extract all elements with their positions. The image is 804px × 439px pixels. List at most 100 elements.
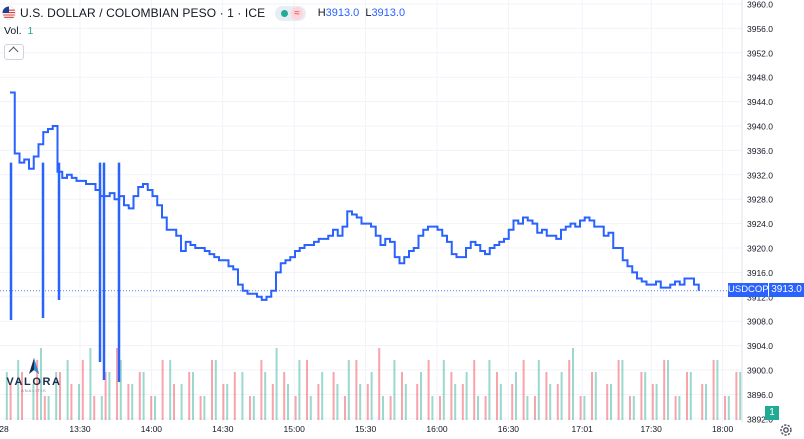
price-tick-label: 3952.0 bbox=[747, 48, 773, 58]
volume-bar-up bbox=[131, 384, 134, 420]
price-tick-label: 3924.0 bbox=[747, 219, 773, 229]
volume-legend: Vol. 1 bbox=[4, 25, 33, 37]
volume-bar-down bbox=[161, 360, 164, 420]
volume-bar-down bbox=[127, 384, 130, 420]
volume-bar-down bbox=[59, 372, 61, 420]
volume-bar-down bbox=[724, 396, 726, 420]
volume-bar-up bbox=[66, 360, 69, 420]
volume-bar-up bbox=[370, 372, 373, 420]
volume-bar-down bbox=[389, 396, 392, 420]
volume-bar-up bbox=[632, 396, 635, 420]
volume-bar-down bbox=[43, 396, 46, 420]
low-value: 3913.0 bbox=[371, 7, 406, 19]
price-tick-label: 3928.0 bbox=[747, 195, 773, 205]
high-value: 3913.0 bbox=[325, 7, 360, 19]
price-tick-label: 3916.0 bbox=[747, 268, 773, 278]
price-series bbox=[9, 91, 700, 382]
volume-bar-down bbox=[21, 372, 23, 420]
time-tick-label: 16:30 bbox=[498, 424, 520, 434]
volume-bar-down bbox=[332, 372, 335, 420]
volume-bar-up bbox=[739, 372, 742, 420]
volume-bar-down bbox=[150, 396, 153, 420]
volume-bar-up bbox=[431, 396, 434, 420]
low-label: L bbox=[365, 7, 372, 19]
volume-bar-down bbox=[712, 360, 715, 420]
volume-bar-down bbox=[199, 396, 202, 420]
volume-bar-down bbox=[104, 372, 107, 420]
volume-bar-up bbox=[477, 396, 479, 420]
volume-bar-down bbox=[173, 384, 175, 420]
volume-bar-up bbox=[226, 384, 229, 420]
high-label: H bbox=[317, 7, 326, 19]
volume-bar-down bbox=[249, 396, 251, 420]
volume-bar-up bbox=[321, 372, 324, 420]
volume-bar-up bbox=[526, 396, 529, 420]
volume-bar-up bbox=[264, 372, 267, 420]
symbol-price-label: USDCOP bbox=[728, 283, 769, 297]
volume-bar-down bbox=[116, 348, 118, 420]
time-tick-label: 16:00 bbox=[426, 424, 448, 434]
last-price-badge: 3913.0 bbox=[769, 283, 804, 297]
volume-bar-down bbox=[138, 372, 141, 420]
volume-bar-up bbox=[108, 372, 111, 420]
volume-bar-up bbox=[621, 360, 624, 420]
volume-bar-down bbox=[663, 360, 666, 420]
volume-bar-down bbox=[674, 396, 677, 420]
collapse-legend-button[interactable] bbox=[4, 44, 24, 60]
price-tick-label: 3912.0 bbox=[747, 292, 773, 302]
symbol-title[interactable]: U.S. DOLLAR / COLOMBIAN PESO · 1 · ICE bbox=[20, 6, 266, 20]
price-tick-label: 3956.0 bbox=[747, 24, 773, 34]
volume-bars bbox=[5, 348, 742, 420]
volume-bar-down bbox=[617, 360, 620, 420]
time-tick-label: 15:00 bbox=[284, 424, 306, 434]
volume-bar-up bbox=[78, 384, 80, 420]
price-axis[interactable]: 3960.0 3956.0 3952.0 3948.0 3944.0 3940.0 3936… bbox=[747, 0, 773, 424]
volume-bar-up bbox=[404, 384, 407, 420]
ohlc-values: H3913.0 L3913.0 bbox=[318, 7, 405, 19]
volume-bar-down bbox=[427, 360, 430, 420]
volume-bar-down bbox=[651, 384, 654, 420]
volume-bar-up bbox=[32, 384, 35, 420]
volume-bar-down bbox=[81, 360, 84, 420]
gear-icon[interactable] bbox=[778, 422, 794, 438]
time-tick-label: 14:00 bbox=[141, 424, 163, 434]
status-pill[interactable]: ≈ bbox=[275, 5, 306, 21]
volume-bar-down bbox=[317, 384, 320, 420]
time-tick-label: 18:00 bbox=[712, 424, 734, 434]
volume-bar-up bbox=[298, 360, 301, 420]
volume-bar-up bbox=[716, 360, 719, 420]
volume-bar-up bbox=[309, 396, 312, 420]
volume-bar-down bbox=[271, 384, 274, 420]
volume-bar-down bbox=[416, 384, 419, 420]
volume-bar-up bbox=[655, 384, 658, 420]
price-tick-label: 3892.0 bbox=[747, 414, 773, 424]
volume-bar-up bbox=[347, 360, 350, 420]
time-axis[interactable]: 28 13:30 14:00 14:30 15:00 15:30 16:00 16:30 17:… bbox=[0, 424, 734, 434]
time-tick-label: 15:30 bbox=[355, 424, 377, 434]
volume-bar-down bbox=[36, 360, 39, 420]
volume-bar-up bbox=[252, 396, 255, 420]
volume-bar-down bbox=[366, 384, 369, 420]
volume-bar-up bbox=[393, 360, 396, 420]
volume-badge: 1 bbox=[765, 406, 779, 420]
volume-bar-up bbox=[89, 348, 92, 420]
volume-bar-up bbox=[454, 384, 457, 420]
volume-bar-up bbox=[583, 396, 586, 420]
grid bbox=[0, 0, 743, 422]
volume-bar-down bbox=[439, 396, 441, 420]
volume-bar-down bbox=[735, 372, 738, 420]
volume-bar-down bbox=[222, 384, 225, 420]
volume-label[interactable]: Vol. bbox=[4, 25, 22, 37]
volume-bar-up bbox=[465, 372, 468, 420]
price-tick-label: 3960.0 bbox=[747, 0, 773, 10]
volume-bar-down bbox=[473, 360, 476, 420]
price-tick-label: 3896.0 bbox=[747, 390, 773, 400]
volume-bar-up bbox=[515, 372, 517, 420]
volume-bar-up bbox=[667, 360, 669, 420]
volume-bar-down bbox=[9, 384, 12, 420]
volume-bar-up bbox=[678, 396, 681, 420]
volume-bar-up bbox=[359, 384, 362, 420]
volume-bar-down bbox=[378, 348, 381, 420]
